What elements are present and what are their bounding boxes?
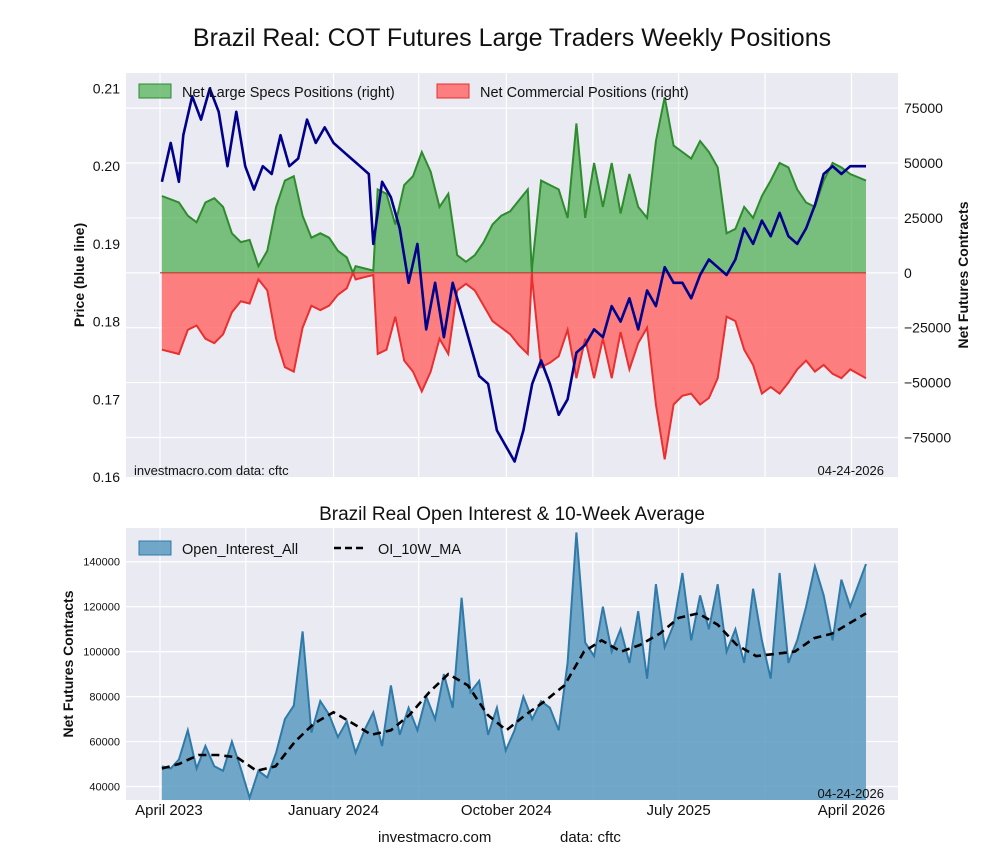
- footer-site: investmacro.com: [378, 829, 491, 846]
- y-tick-oi-2: 80000: [89, 692, 120, 704]
- x-tick-2: October 2024: [461, 802, 552, 819]
- area-1-negative: [161, 272, 866, 460]
- legend-label-commercial: Net Commercial Positions (right): [480, 85, 689, 101]
- legend-label-oi: Open_Interest_All: [182, 542, 298, 558]
- positions-panel: 0.21 0.20 0.19 0.18 0.17 0.16 75000 50000 25000…: [71, 73, 971, 485]
- y-axis-label-left: Price (blue line): [71, 223, 87, 327]
- ma-line: [161, 612, 867, 773]
- open-interest-area: [161, 532, 866, 800]
- y-tick-right-4: −25000: [904, 320, 951, 336]
- open-interest-title: Brazil Real Open Interest & 10-Week Aver…: [319, 504, 705, 525]
- positions-legend: Net Large Specs Positions (right) Net Co…: [138, 83, 689, 101]
- line-1-positive: [351, 149, 533, 273]
- legend-swatch-commercial: [436, 83, 470, 99]
- x-tick-3: July 2025: [647, 802, 711, 819]
- legend-label-ma: OI_10W_MA: [378, 542, 461, 558]
- annotation-date-top: 04-24-2026: [818, 463, 885, 478]
- legend-swatch-oi: [138, 540, 172, 556]
- legend-label-specs: Net Large Specs Positions (right): [182, 85, 395, 101]
- y-tick-right-1: 50000: [904, 155, 943, 171]
- line-1-negative: [161, 272, 867, 460]
- area-1-positive: [161, 152, 866, 273]
- y-tick-left-3: 0.18: [93, 314, 120, 330]
- footer-source: data: cftc: [560, 829, 621, 846]
- line-0-positive: [161, 97, 867, 273]
- open-interest-legend: Open_Interest_All OI_10W_MA: [138, 540, 461, 558]
- y-tick-right-3: 0: [904, 265, 912, 281]
- line-0-negative: [351, 272, 533, 394]
- annotation-source-top: investmacro.com data: cftc: [134, 463, 289, 478]
- annotation-date-bottom: 04-24-2026: [818, 786, 885, 801]
- open-interest-panel: Brazil Real Open Interest & 10-Week Aver…: [60, 504, 898, 819]
- y-tick-left-0: 0.21: [93, 81, 120, 97]
- y-tick-left-5: 0.16: [93, 469, 120, 485]
- y-tick-oi-3: 100000: [83, 647, 120, 659]
- y-tick-oi-0: 40000: [89, 782, 120, 794]
- y-tick-left-1: 0.20: [93, 158, 120, 174]
- x-tick-0: April 2023: [135, 802, 203, 819]
- area-0-positive: [161, 97, 866, 273]
- y-tick-right-0: 75000: [904, 100, 943, 116]
- x-tick-1: January 2024: [288, 802, 379, 819]
- y-tick-right-5: −50000: [904, 375, 951, 391]
- x-tick-4: April 2026: [818, 802, 886, 819]
- y-tick-left-4: 0.17: [93, 391, 120, 407]
- chart-title: Brazil Real: COT Futures Large Traders W…: [193, 24, 831, 52]
- y-tick-oi-4: 120000: [83, 602, 120, 614]
- y-tick-left-2: 0.19: [93, 236, 120, 252]
- price-line: [160, 87, 866, 463]
- open-interest-line: [161, 532, 867, 802]
- y-axis-label-right: Net Futures Contracts: [955, 201, 971, 348]
- y-tick-oi-1: 60000: [89, 737, 120, 749]
- y-tick-right-2: 25000: [904, 210, 943, 226]
- y-tick-right-6: −75000: [904, 429, 951, 445]
- y-axis-label-open-interest: Net Futures Contracts: [60, 590, 76, 737]
- y-tick-oi-5: 140000: [83, 557, 120, 569]
- legend-swatch-specs: [138, 83, 172, 99]
